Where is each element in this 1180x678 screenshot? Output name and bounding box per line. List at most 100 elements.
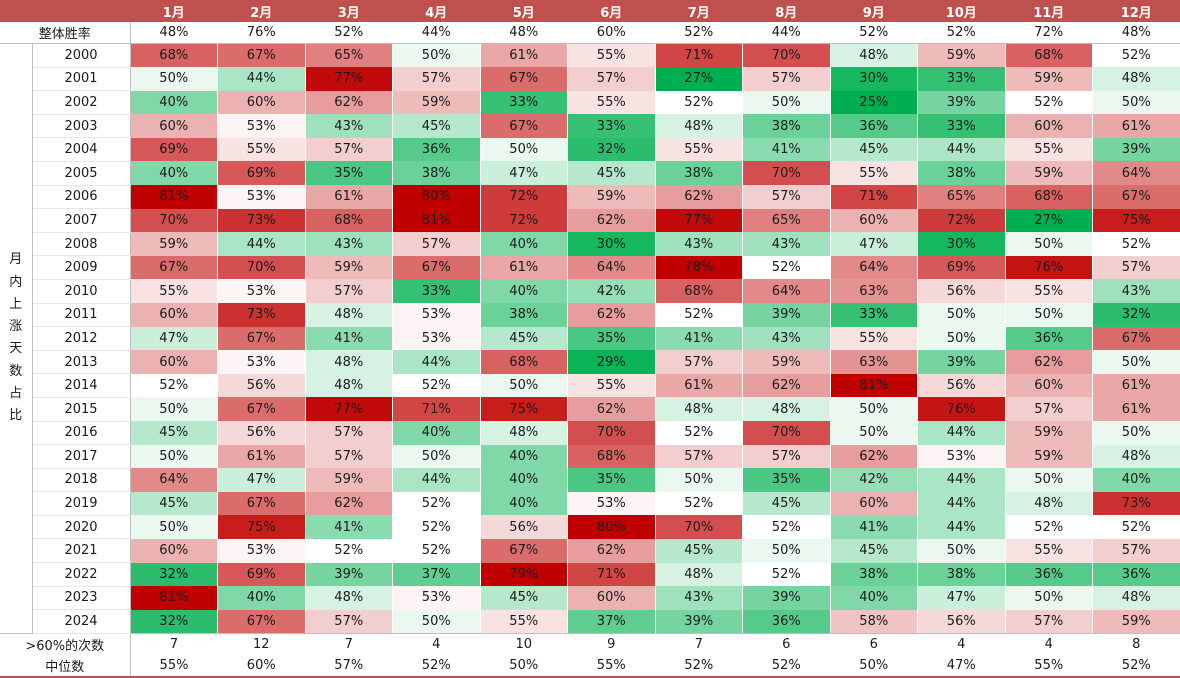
heatmap-cell: 50% [918, 539, 1006, 563]
month-header: 9月 [830, 0, 918, 22]
heatmap-cell: 53% [393, 303, 481, 327]
heatmap-cell: 62% [655, 185, 743, 209]
heatmap-cell: 48% [655, 563, 743, 587]
heatmap-cell: 45% [655, 539, 743, 563]
heatmap-cell: 50% [393, 610, 481, 634]
heatmap-cell: 55% [568, 91, 656, 115]
heatmap-cell: 57% [305, 279, 393, 303]
heatmap-cell: 57% [1005, 397, 1093, 421]
heatmap-cell: 62% [568, 303, 656, 327]
heatmap-cell: 45% [480, 327, 568, 351]
heatmap-cell: 36% [393, 138, 481, 162]
heatmap-cell: 50% [918, 327, 1006, 351]
overall-win-rate-cell: 52% [655, 22, 743, 44]
heatmap-cell: 60% [830, 209, 918, 233]
year-label: 2002 [32, 91, 130, 115]
heatmap-cell: 37% [393, 563, 481, 587]
heatmap-cell: 55% [1005, 539, 1093, 563]
heatmap-cell: 60% [830, 492, 918, 516]
heatmap-cell: 67% [1093, 327, 1180, 351]
heatmap-cell: 53% [218, 539, 306, 563]
heatmap-cell: 35% [568, 468, 656, 492]
heatmap-cell: 62% [1005, 350, 1093, 374]
heatmap-cell: 48% [1093, 67, 1180, 91]
overall-win-rate-cell: 52% [918, 22, 1006, 44]
heatmap-cell: 47% [218, 468, 306, 492]
heatmap-cell: 41% [830, 515, 918, 539]
heatmap-cell: 59% [1005, 445, 1093, 469]
heatmap-cell: 40% [480, 279, 568, 303]
heatmap-cell: 41% [655, 327, 743, 351]
heatmap-cell: 63% [830, 279, 918, 303]
year-label: 2000 [32, 44, 130, 68]
heatmap-cell: 53% [218, 279, 306, 303]
over-60-count-cell: 4 [1005, 633, 1093, 655]
heatmap-cell: 25% [830, 91, 918, 115]
heatmap-cell: 59% [305, 468, 393, 492]
heatmap-cell: 53% [218, 185, 306, 209]
heatmap-cell: 50% [918, 303, 1006, 327]
heatmap-cell: 56% [480, 515, 568, 539]
median-cell: 57% [305, 655, 393, 677]
heatmap-cell: 48% [305, 303, 393, 327]
median-cell: 52% [743, 655, 831, 677]
year-label: 2004 [32, 138, 130, 162]
heatmap-cell: 39% [918, 91, 1006, 115]
heatmap-cell: 50% [830, 397, 918, 421]
heatmap-cell: 52% [1005, 515, 1093, 539]
heatmap-cell: 76% [918, 397, 1006, 421]
heatmap-cell: 61% [218, 445, 306, 469]
overall-win-rate-cell: 72% [1005, 22, 1093, 44]
heatmap-cell: 80% [393, 185, 481, 209]
heatmap-cell: 40% [130, 161, 218, 185]
heatmap-cell: 53% [393, 327, 481, 351]
heatmap-cell: 75% [1093, 209, 1180, 233]
over-60-count-cell: 7 [130, 633, 218, 655]
heatmap-cell: 29% [568, 350, 656, 374]
rise-ratio-side-label-text: 月内上涨天数占比 [9, 249, 23, 427]
heatmap-cell: 39% [305, 563, 393, 587]
heatmap-cell: 70% [130, 209, 218, 233]
heatmap-cell: 36% [830, 114, 918, 138]
heatmap-cell: 69% [130, 138, 218, 162]
heatmap-cell: 61% [1093, 374, 1180, 398]
overall-win-rate-cell: 76% [218, 22, 306, 44]
heatmap-cell: 44% [393, 350, 481, 374]
heatmap-cell: 50% [1005, 468, 1093, 492]
heatmap-cell: 67% [480, 67, 568, 91]
heatmap-cell: 52% [743, 256, 831, 280]
heatmap-cell: 61% [1093, 114, 1180, 138]
heatmap-cell: 48% [305, 586, 393, 610]
heatmap-cell: 33% [918, 67, 1006, 91]
heatmap-cell: 39% [743, 586, 831, 610]
over-60-count-cell: 6 [743, 633, 831, 655]
over-60-count-label: >60%的次数 [0, 633, 130, 655]
heatmap-cell: 71% [568, 563, 656, 587]
heatmap-cell: 38% [830, 563, 918, 587]
heatmap-cell: 71% [655, 44, 743, 68]
heatmap-cell: 38% [480, 303, 568, 327]
heatmap-cell: 60% [130, 539, 218, 563]
heatmap-cell: 43% [305, 232, 393, 256]
heatmap-cell: 56% [918, 610, 1006, 634]
heatmap-cell: 48% [305, 350, 393, 374]
heatmap-cell: 35% [305, 161, 393, 185]
heatmap-cell: 36% [1093, 563, 1180, 587]
heatmap-cell: 59% [393, 91, 481, 115]
month-header: 7月 [655, 0, 743, 22]
heatmap-cell: 57% [305, 138, 393, 162]
heatmap-cell: 48% [1005, 492, 1093, 516]
heatmap-cell: 30% [918, 232, 1006, 256]
heatmap-cell: 39% [743, 303, 831, 327]
